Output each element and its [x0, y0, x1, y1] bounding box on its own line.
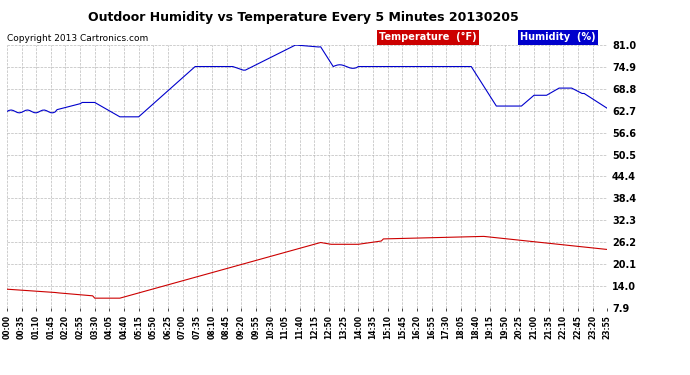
- Text: Humidity  (%): Humidity (%): [520, 32, 595, 42]
- Text: Copyright 2013 Cartronics.com: Copyright 2013 Cartronics.com: [7, 34, 148, 43]
- Text: Outdoor Humidity vs Temperature Every 5 Minutes 20130205: Outdoor Humidity vs Temperature Every 5 …: [88, 11, 519, 24]
- Text: Temperature  (°F): Temperature (°F): [379, 32, 477, 42]
